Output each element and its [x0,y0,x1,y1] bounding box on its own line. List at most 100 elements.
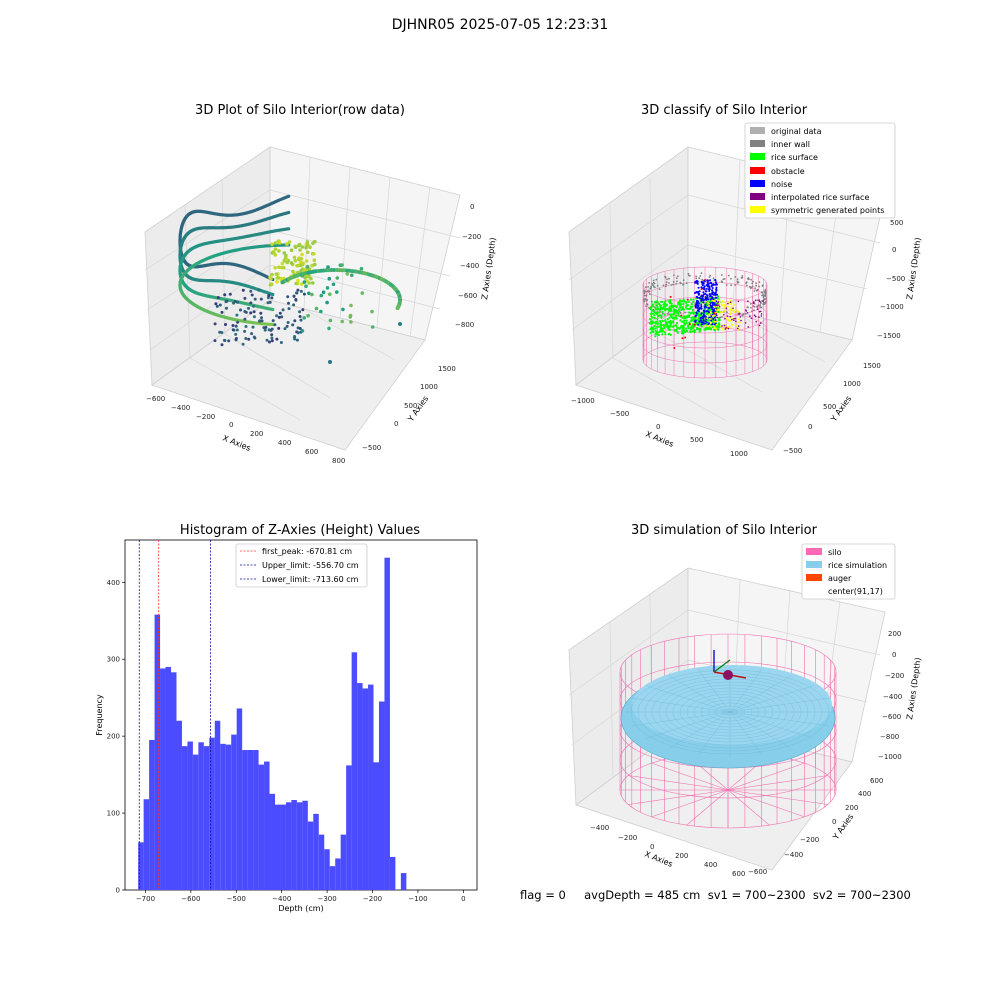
plot3-title: Histogram of Z-Axies (Height) Values [179,523,421,538]
class-point [712,277,715,280]
scatter-point [247,306,250,310]
silo-floor-spoke [628,775,729,791]
class-point [739,316,742,318]
hist-bar [192,754,199,890]
class-point [701,295,704,298]
legend-swatch-inner-wall [750,140,765,147]
scatter-point [234,332,238,336]
class-point [684,330,687,333]
class-point [703,309,706,312]
class-point [698,302,701,305]
scatter-point [273,247,278,251]
scatter-point [249,301,253,305]
class-point [688,311,691,314]
class-point [723,278,726,280]
scatter-point [252,315,256,319]
class-point [752,302,755,304]
class-point [735,324,738,327]
scatter-point [249,289,253,293]
class-point [752,305,755,307]
class-point [704,300,707,303]
scatter-point [270,333,274,337]
scatter-point [268,340,271,344]
plot4-xlabel: X Axies [643,850,674,869]
class-point [754,315,757,318]
class-point [664,299,667,303]
class-point [687,327,690,330]
class-point [643,298,646,301]
class-point [681,337,684,340]
class-point [712,309,715,312]
hist-bar [400,873,407,890]
plot4-ztick: 0 [892,651,896,659]
class-point [657,315,660,318]
class-point [726,315,729,317]
scatter-point [314,306,319,311]
scatter-point [283,327,287,331]
hist-bar [368,684,374,890]
class-point [760,322,762,324]
plot2-xtick: −1000 [571,397,595,405]
class-point [682,326,685,329]
class-point [652,321,655,324]
scatter-point [234,324,238,328]
class-point [712,299,715,302]
class-point [690,328,693,331]
class-point [675,325,678,328]
scatter-point [276,275,281,280]
hist-bar [143,799,150,890]
class-point [704,315,707,318]
silo-floor-spoke [727,789,805,818]
class-point [714,323,716,326]
class-point [727,302,729,305]
class-point [710,284,713,287]
class-point [704,320,707,323]
scatter-point [299,257,304,261]
class-point [733,319,735,322]
rice-mesh-line [697,669,731,713]
hist-legend: first_peak: -670.81 cm Upper_limit: -556… [235,543,368,588]
class-point [736,309,739,312]
scatter-point [328,292,332,297]
class-point [686,330,689,333]
class-point [732,303,735,306]
class-point [708,313,711,316]
rice-mesh-line [631,697,731,713]
class-point [750,317,753,320]
class-point [670,284,673,286]
scatter-point [319,293,324,298]
scatter-point [335,290,339,294]
scatter-point [285,324,289,328]
class-point [709,304,712,307]
class-point [729,315,732,318]
scatter-point [350,269,355,274]
hist-ytick-label: 100 [107,810,120,818]
scatter-point [259,297,263,301]
scatter-point [287,194,291,198]
rice-mesh-line [729,669,763,713]
scatter-point [300,329,305,333]
class-point [666,278,668,281]
class-point [668,325,671,328]
class-point [673,347,676,349]
class-point [708,304,710,307]
scatter-point [224,300,228,304]
hist-legend-box [235,543,368,588]
hist-bar [258,764,265,890]
class-point [651,330,654,333]
scatter-point [286,295,290,299]
class-point [665,325,669,328]
plot2-xlabel: X Axies [644,430,675,449]
class-point [660,316,663,319]
class-point [652,305,655,308]
plot2-legend: original data inner wall rice surface ob… [744,122,896,219]
scatter-point [312,252,316,256]
class-point [705,321,708,324]
class-point [750,310,753,313]
plot4-zticks: 200 0 −200 −400 −600 −800 −1000 [878,630,904,761]
scatter-point [277,249,281,253]
class-point [644,298,647,300]
scatter-point [292,294,296,298]
class-point [717,322,721,325]
class-point [711,293,714,296]
